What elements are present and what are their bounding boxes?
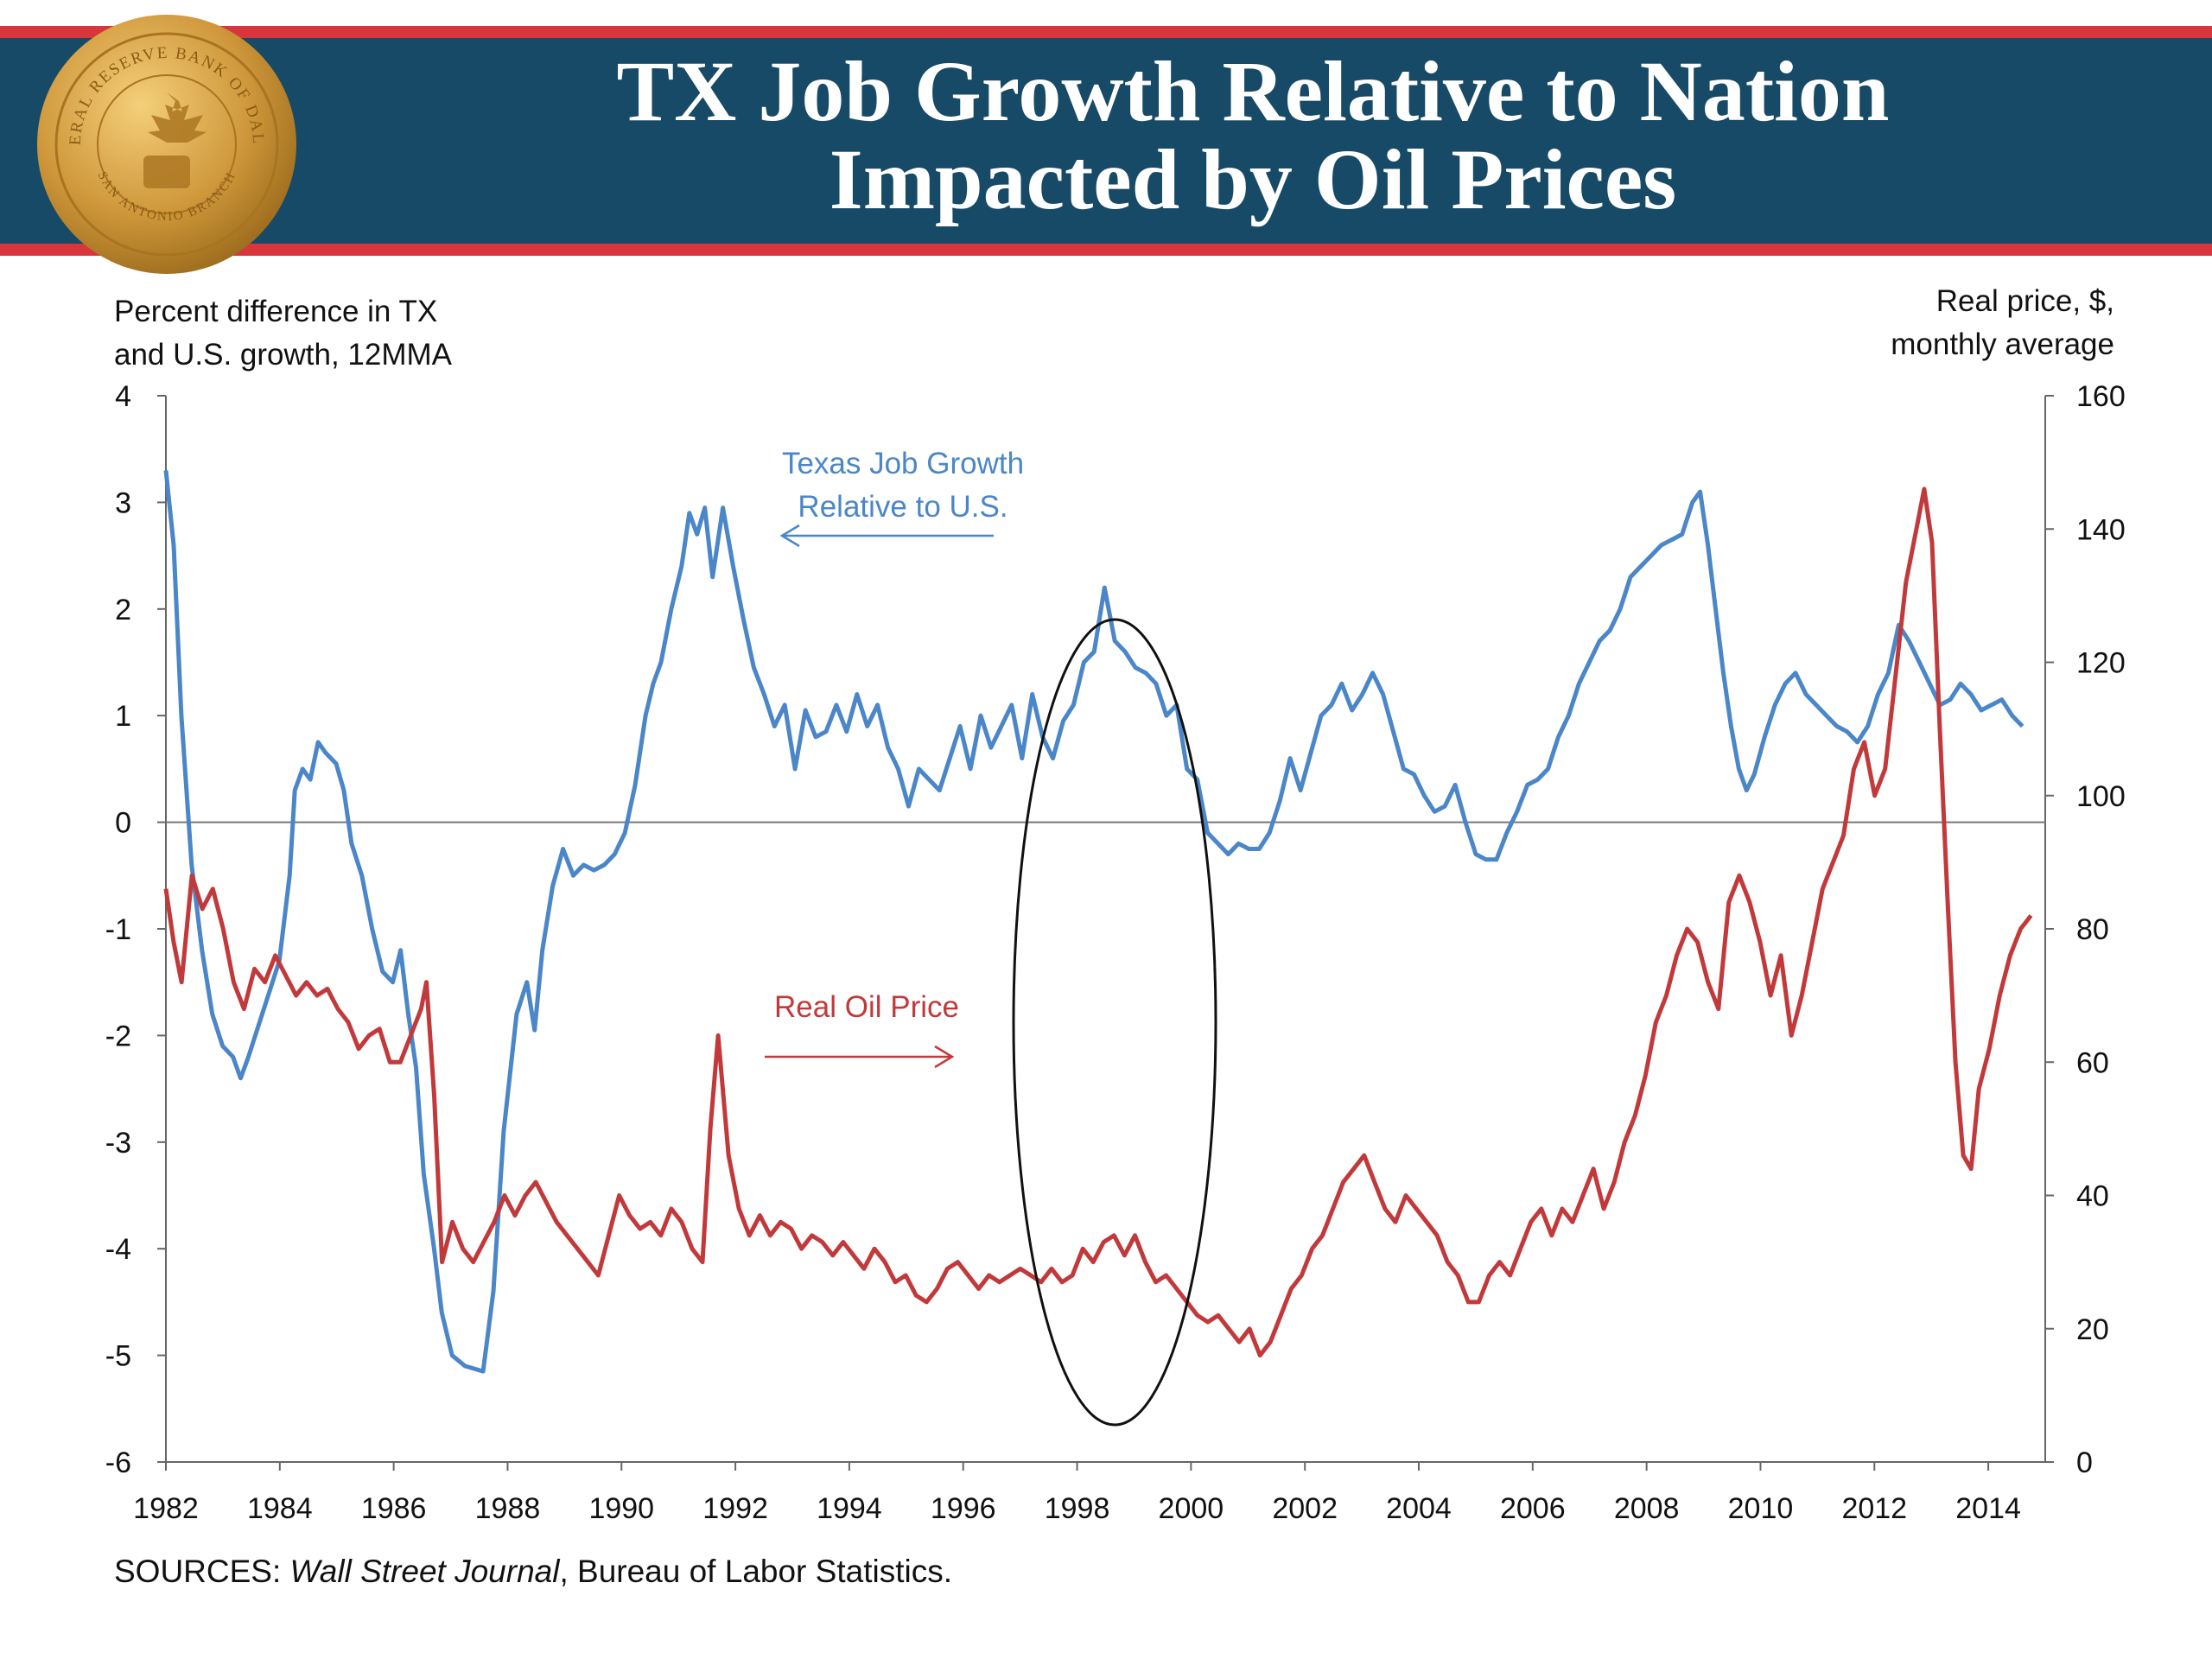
right-tick-label: 20 bbox=[2076, 1313, 2109, 1346]
x-tick-label: 2004 bbox=[1386, 1492, 1452, 1525]
x-tick-label: 2008 bbox=[1614, 1492, 1680, 1525]
left-tick-label: -6 bbox=[105, 1446, 131, 1479]
texas-series-arrow-left bbox=[779, 524, 994, 548]
highlight-ellipse bbox=[1012, 618, 1217, 1427]
left-tick-label: 4 bbox=[115, 380, 131, 413]
left-tick-label: -5 bbox=[105, 1340, 131, 1373]
left-tick-label: 3 bbox=[115, 486, 131, 519]
x-tick-label: 1996 bbox=[931, 1492, 996, 1525]
left-tick-label: -3 bbox=[105, 1127, 131, 1160]
title-line-1: TX Job Growth Relative to Nation bbox=[616, 43, 1890, 139]
x-tick-label: 2012 bbox=[1841, 1492, 1907, 1525]
right-tick-label: 0 bbox=[2076, 1446, 2093, 1479]
oil-series-arrow-right bbox=[765, 1045, 955, 1069]
banner-top-stripe bbox=[0, 26, 2212, 38]
chart-series bbox=[163, 470, 2033, 1374]
right-axis-label-line-2: monthly average bbox=[1891, 327, 2114, 361]
source-note: SOURCES: Wall Street Journal, Bureau of … bbox=[114, 1554, 952, 1590]
banner-bottom-stripe bbox=[0, 244, 2212, 256]
left-tick-label: 1 bbox=[115, 700, 131, 733]
x-tick-label: 1982 bbox=[133, 1492, 199, 1525]
x-tick-label: 2006 bbox=[1500, 1492, 1566, 1525]
left-tick-label: 2 bbox=[115, 594, 131, 626]
left-tick-label: -2 bbox=[105, 1020, 131, 1052]
right-axis-label-line-1: Real price, $, bbox=[1936, 284, 2114, 318]
title-line-2: Impacted by Oil Prices bbox=[829, 131, 1677, 227]
seal-disc bbox=[37, 15, 296, 274]
x-tick-label: 1990 bbox=[588, 1492, 654, 1525]
source-publication: Wall Street Journal bbox=[289, 1554, 560, 1589]
right-tick-label: 100 bbox=[2076, 780, 2126, 813]
right-tick-label: 60 bbox=[2076, 1046, 2109, 1079]
left-tick-label: -4 bbox=[105, 1233, 131, 1266]
source-suffix: , Bureau of Labor Statistics. bbox=[559, 1554, 952, 1589]
chart-ticks: 4 3 2 1 0 -1 -2 -3 -4 -5 -6 160 140 120 100 80 60 40 20 0 19… bbox=[105, 380, 2126, 1525]
texas-series-annotation-line-1: Texas Job Growth bbox=[782, 447, 1024, 480]
right-tick-label: 140 bbox=[2076, 513, 2126, 546]
x-tick-label: 1994 bbox=[817, 1492, 882, 1525]
x-tick-label: 1988 bbox=[475, 1492, 541, 1525]
banner-background bbox=[0, 38, 2212, 244]
texas-series-annotation-line-2: Relative to U.S. bbox=[798, 490, 1007, 524]
federal-reserve-seal-logo: FEDERAL RESERVE BANK OF DALLAS SAN ANTON… bbox=[33, 10, 296, 274]
right-tick-label: 80 bbox=[2076, 913, 2109, 946]
real-oil-price-line bbox=[163, 486, 2033, 1358]
right-tick-label: 40 bbox=[2076, 1180, 2109, 1213]
left-axis-label-line-2: and U.S. growth, 12MMA bbox=[114, 338, 453, 372]
x-tick-label: 2000 bbox=[1159, 1492, 1224, 1525]
x-tick-label: 2014 bbox=[1955, 1492, 2021, 1525]
eagle-icon bbox=[143, 92, 207, 188]
right-tick-label: 120 bbox=[2076, 647, 2126, 680]
x-tick-label: 1998 bbox=[1045, 1492, 1110, 1525]
page-title: TX Job Growth Relative to Nation Impacte… bbox=[328, 48, 2177, 224]
left-axis-label-line-1: Percent difference in TX bbox=[114, 295, 437, 328]
texas-job-growth-line bbox=[163, 470, 2024, 1374]
header-banner: TX Job Growth Relative to Nation Impacte… bbox=[0, 0, 2212, 268]
x-tick-label: 1984 bbox=[247, 1492, 313, 1525]
x-tick-label: 2002 bbox=[1272, 1492, 1338, 1525]
oil-series-annotation: Real Oil Price bbox=[774, 990, 959, 1024]
left-tick-label: 0 bbox=[115, 807, 131, 840]
chart-axes bbox=[165, 396, 2046, 1463]
x-tick-label: 1992 bbox=[702, 1492, 768, 1525]
x-tick-label: 1986 bbox=[361, 1492, 427, 1525]
x-tick-label: 2010 bbox=[1728, 1492, 1794, 1525]
source-prefix: SOURCES: bbox=[114, 1554, 290, 1589]
right-tick-label: 160 bbox=[2076, 380, 2126, 413]
left-tick-label: -1 bbox=[105, 913, 131, 946]
